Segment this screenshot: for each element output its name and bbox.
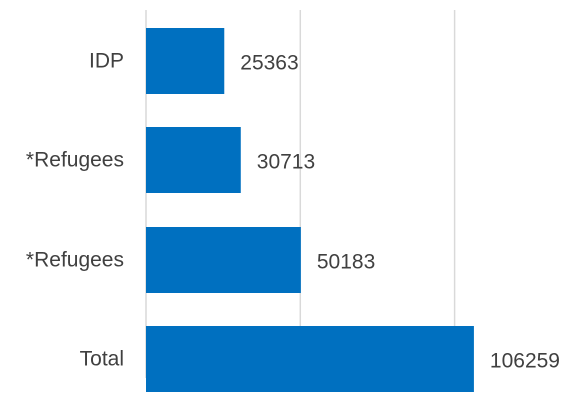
bar-3	[146, 326, 474, 392]
value-label-1: 30713	[257, 151, 315, 174]
category-label-0: IDP	[89, 50, 124, 73]
value-label-2: 50183	[317, 251, 375, 274]
labels: IDP 25363 *Refugees 30713 *Refugees 50183 Tota…	[26, 50, 560, 373]
bar-0	[146, 28, 225, 94]
value-label-3: 106259	[490, 350, 560, 373]
bars	[146, 28, 474, 392]
bar-2	[146, 227, 301, 293]
category-label-2: *Refugees	[26, 249, 124, 272]
bar-1	[146, 127, 241, 193]
value-label-0: 25363	[240, 52, 298, 75]
category-label-3: Total	[80, 348, 124, 371]
category-label-1: *Refugees	[26, 149, 124, 172]
